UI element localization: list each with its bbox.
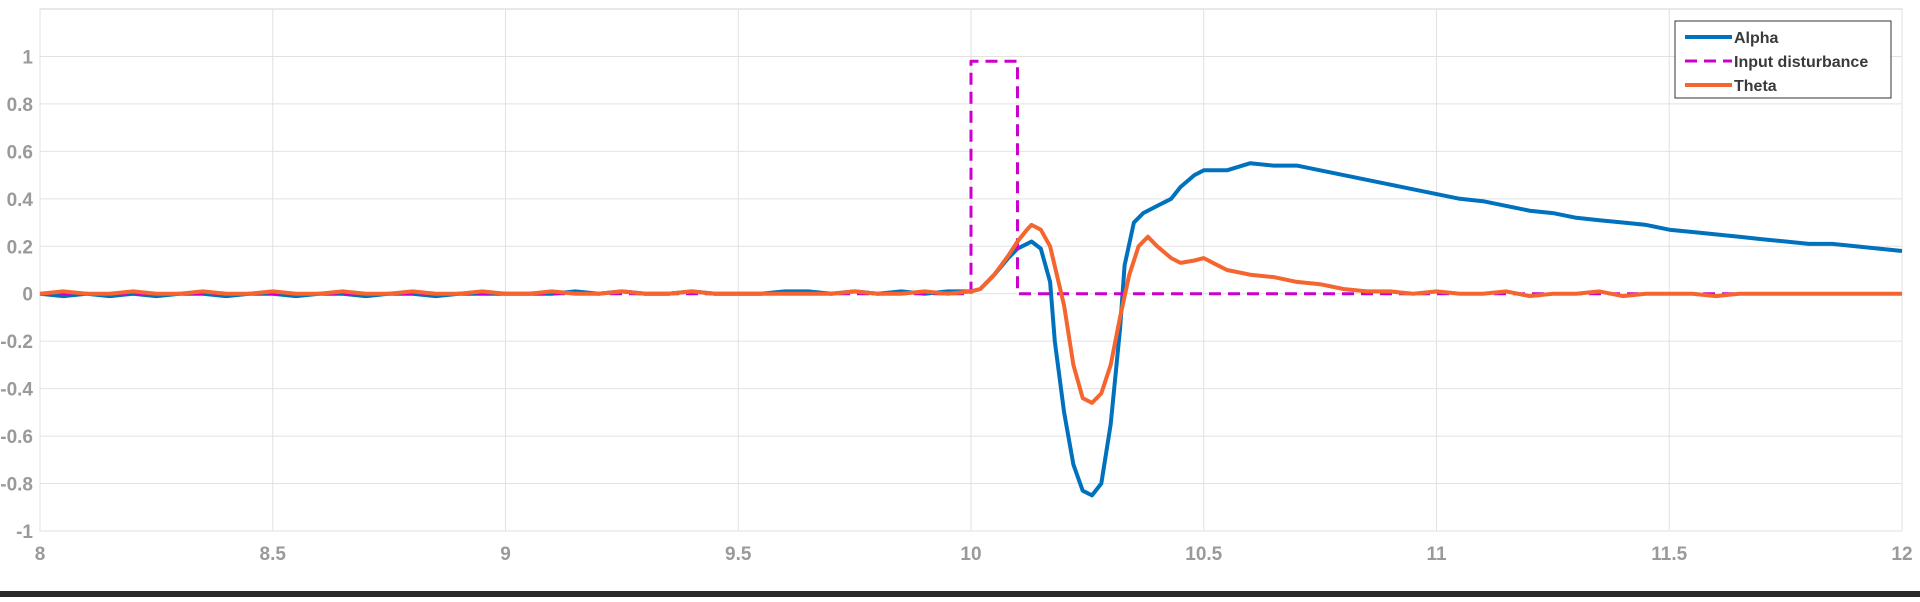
grid [39, 9, 1903, 532]
y-tick-label: 1 [22, 47, 33, 68]
legend-label: Alpha [1734, 30, 1779, 47]
x-tick-label: 10.5 [1185, 544, 1222, 565]
legend: Alpha Input disturbance Theta [1674, 20, 1892, 99]
x-tick-label: 9 [500, 544, 511, 565]
y-tick-label: -0.2 [0, 332, 33, 353]
y-tick-label: 0.8 [7, 95, 33, 116]
x-tick-label: 10 [960, 544, 981, 565]
y-tick-label: -0.4 [0, 380, 33, 401]
x-tick-label: 8 [35, 544, 46, 565]
y-tick-label: -1 [16, 522, 33, 543]
x-tick-label: 8.5 [260, 544, 287, 565]
x-tick-label: 11 [1426, 544, 1447, 565]
y-tick-label: -0.8 [0, 475, 33, 496]
series-line-theta [39, 222, 1902, 405]
series-layer [39, 59, 1903, 498]
y-tick-label: 0.6 [7, 142, 33, 163]
x-tick-label: 12 [1891, 544, 1912, 565]
y-axis: 1 0.8 0.6 0.4 0.2 0 -0.2 -0.4 -0.6 -0.8 -1 [0, 47, 33, 543]
x-tick-label: 11.5 [1651, 544, 1687, 565]
legend-label: Input disturbance [1734, 54, 1868, 71]
series-line-input-disturbance [40, 59, 1902, 296]
legend-label: Theta [1734, 78, 1777, 95]
x-tick-label: 9.5 [725, 544, 752, 565]
y-tick-label: -0.6 [0, 427, 33, 448]
y-tick-label: 0.4 [7, 190, 34, 211]
y-tick-label: 0.2 [7, 237, 33, 258]
bottom-border [0, 591, 1920, 597]
x-axis: 8 8.5 9 9.5 10 10.5 11 11.5 12 [35, 544, 1913, 565]
y-tick-label: 0 [22, 285, 33, 306]
